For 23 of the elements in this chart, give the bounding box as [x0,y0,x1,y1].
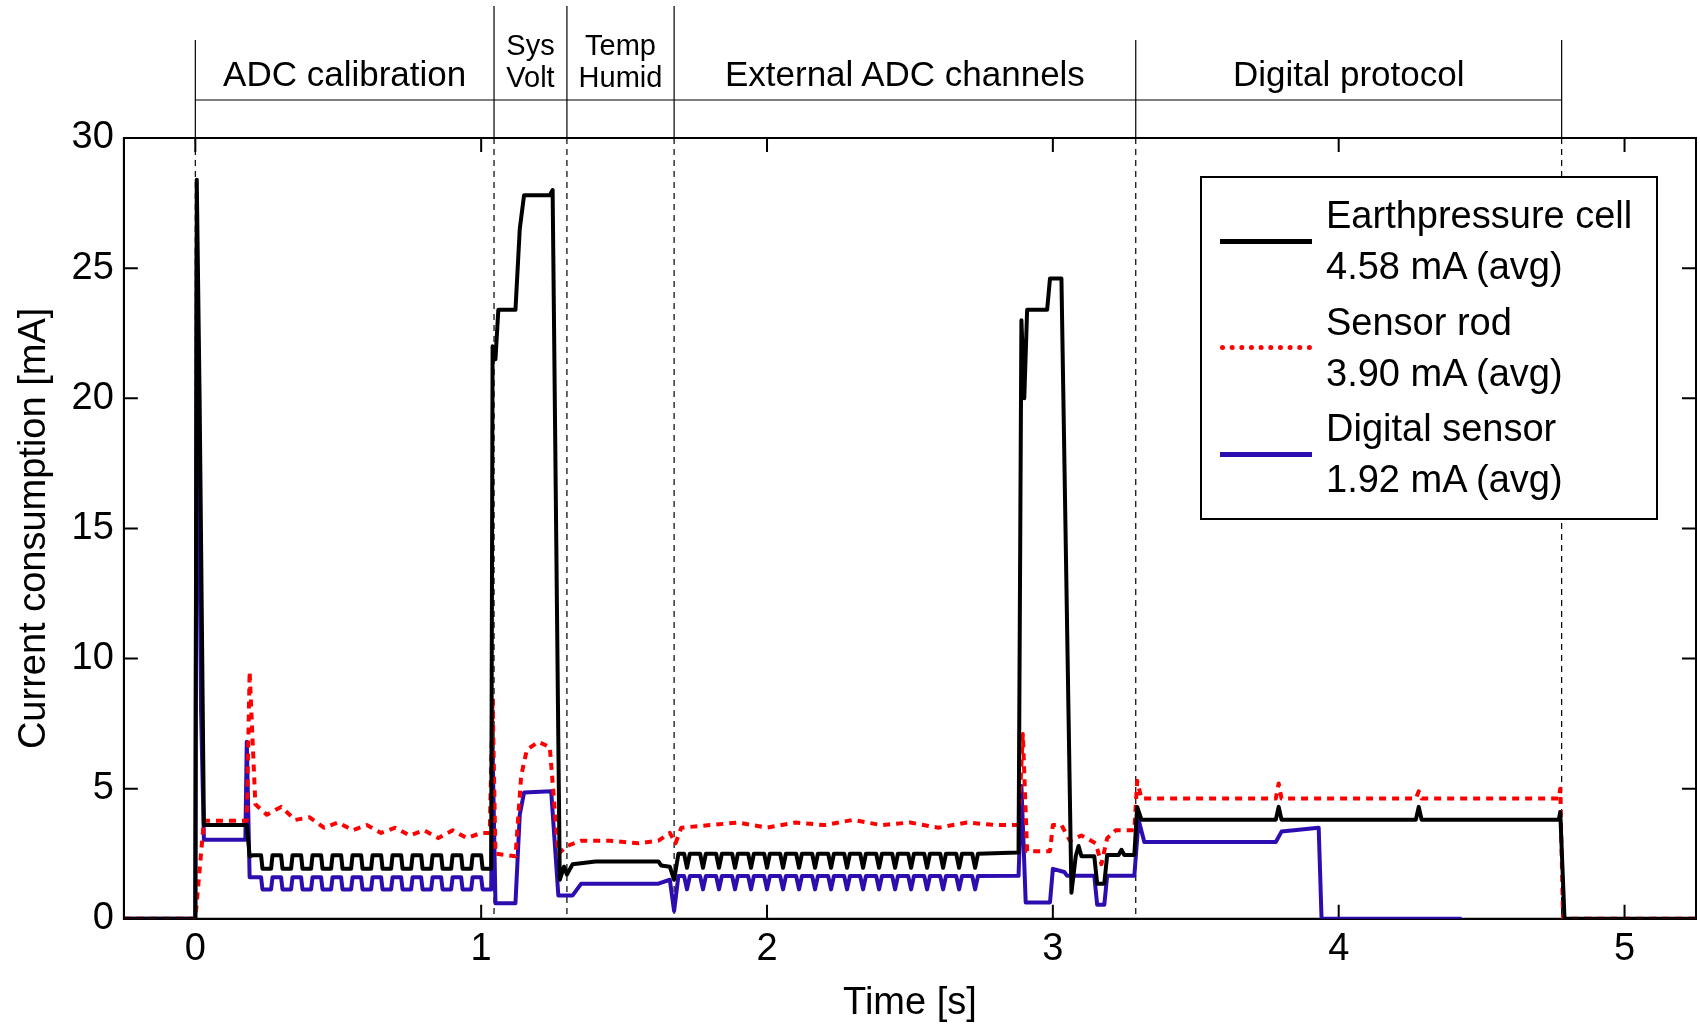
x-tick-label: 0 [184,926,206,969]
text: ADC calibration [223,54,467,94]
text: External ADC channels [724,54,1085,94]
legend-label: Digital sensor 1.92 mA (avg) [1326,406,1563,503]
x-tick-label: 2 [756,926,778,969]
text: Digital protocol [1232,54,1465,94]
y-tick-label: 20 [71,374,114,417]
x-tick-label: 3 [1042,926,1064,969]
text: Temp Humid [578,29,663,94]
x-axis-title: Time [s] [843,979,977,1022]
y-tick-label: 15 [71,504,114,547]
y-tick-label: 0 [92,895,114,938]
y-tick-label: 30 [71,114,114,157]
x-tick-label: 1 [470,926,492,969]
text: Sys Volt [506,29,555,94]
x-tick-label: 5 [1613,926,1636,969]
y-axis-title: Current consumption [mA] [11,307,54,750]
legend-label: Earthpressure cell 4.58 mA (avg) [1326,193,1633,290]
legend-label: Sensor rod 3.90 mA (avg) [1326,299,1563,396]
y-tick-label: 10 [71,635,114,678]
x-tick-label: 4 [1328,926,1350,969]
y-tick-label: 5 [92,765,114,808]
y-tick-label: 25 [71,244,114,287]
